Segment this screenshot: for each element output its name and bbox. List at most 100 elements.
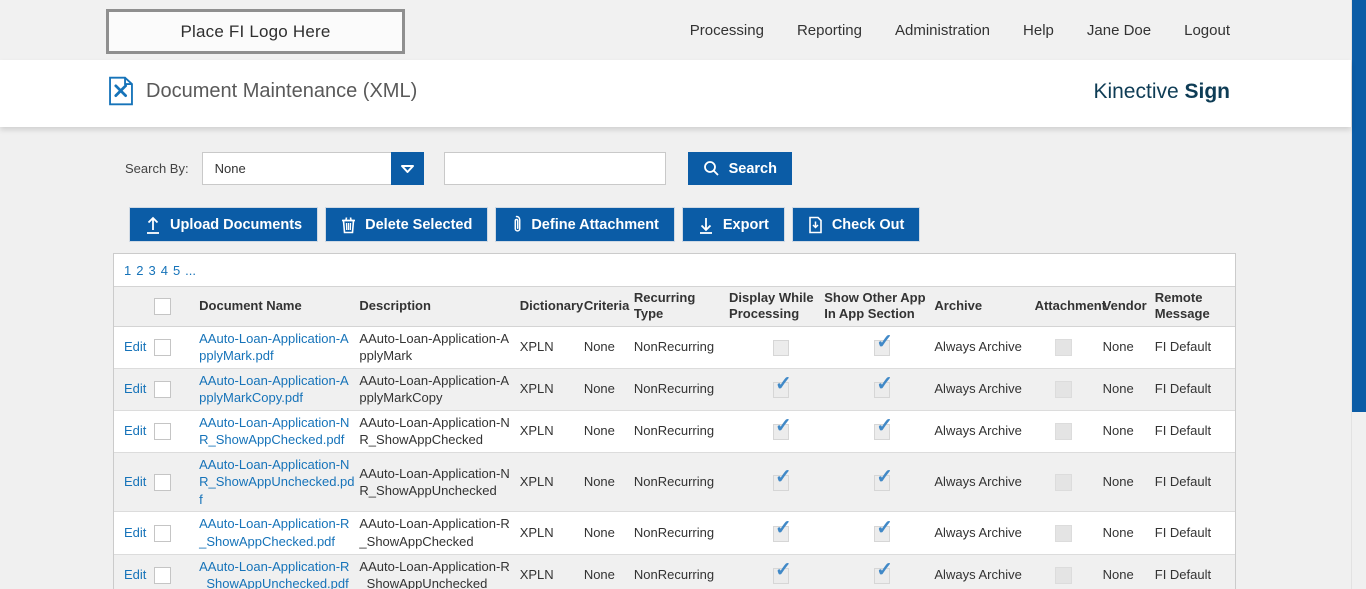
export-button[interactable]: Export bbox=[682, 208, 784, 241]
attachment-cell bbox=[1035, 554, 1103, 589]
trash-icon bbox=[341, 216, 356, 234]
show-other-app-checkbox[interactable]: ✓ bbox=[874, 518, 893, 542]
display-while-processing-checkbox-cell: ✓ bbox=[729, 554, 824, 589]
documents-panel: 1 2 3 4 5... Document Name Description bbox=[113, 253, 1236, 589]
attachment-checkbox[interactable] bbox=[1054, 525, 1072, 542]
search-by-dropdown[interactable]: None bbox=[201, 152, 424, 185]
row-select-checkbox[interactable] bbox=[154, 381, 172, 399]
display-while-processing-checkbox[interactable]: ✓ bbox=[773, 374, 792, 398]
vendor-cell: None bbox=[1102, 381, 1134, 397]
display-while-processing-checkbox[interactable]: ✓ bbox=[773, 518, 792, 542]
row-select-checkbox[interactable] bbox=[154, 567, 172, 585]
display-while-processing-checkbox[interactable]: ✓ bbox=[773, 467, 792, 491]
upload-documents-button[interactable]: Upload Documents bbox=[130, 208, 318, 241]
edit-link[interactable]: Edit bbox=[124, 339, 147, 355]
row-select-cell bbox=[154, 512, 199, 554]
delete-selected-button[interactable]: Delete Selected bbox=[326, 208, 488, 241]
criteria-cell: None bbox=[583, 525, 615, 541]
show-other-app-checkbox[interactable]: ✓ bbox=[874, 332, 893, 356]
page-link-4[interactable]: 4 bbox=[160, 263, 168, 278]
scrollbar-thumb[interactable] bbox=[1352, 0, 1366, 412]
row-select-checkbox[interactable] bbox=[154, 474, 172, 492]
recurring-type-cell: NonRecurring bbox=[633, 423, 715, 439]
attachment-cell bbox=[1035, 326, 1103, 368]
archive-cell: Always Archive bbox=[934, 525, 1022, 541]
search-button[interactable]: Search bbox=[687, 152, 792, 185]
chevron-down-icon[interactable] bbox=[390, 152, 424, 185]
edit-link[interactable]: Edit bbox=[124, 474, 147, 490]
nav-help[interactable]: Help bbox=[1023, 21, 1054, 39]
dictionary-cell: XPLN bbox=[519, 525, 554, 541]
show-other-app-checkbox[interactable]: ✓ bbox=[874, 467, 893, 491]
check-out-button[interactable]: Check Out bbox=[792, 208, 920, 241]
search-input[interactable] bbox=[443, 152, 666, 185]
page-link-5[interactable]: 5 bbox=[172, 263, 181, 278]
attachment-cell bbox=[1035, 410, 1103, 452]
row-select-cell bbox=[154, 452, 199, 512]
show-other-app-checkbox[interactable]: ✓ bbox=[874, 416, 893, 441]
document-name-cell: AAuto-Loan-Application-R_ShowAppUnchecke… bbox=[199, 554, 359, 589]
description-cell: AAuto-Loan-Application-R_ShowAppUnchecke… bbox=[359, 558, 510, 589]
display-while-processing-checkbox-cell: ✓ bbox=[729, 512, 824, 554]
check-icon: ✓ bbox=[876, 372, 893, 395]
edit-link[interactable]: Edit bbox=[124, 423, 147, 439]
document-name-link[interactable]: AAuto-Loan-Application-ApplyMark.pdf bbox=[199, 330, 349, 364]
header-display-while-processing: Display While Processing bbox=[729, 290, 814, 322]
toolbar: Upload Documents Delete Selected Define … bbox=[130, 208, 1351, 241]
check-icon: ✓ bbox=[876, 330, 893, 353]
archive-cell: Always Archive bbox=[934, 339, 1022, 355]
attachment-checkbox[interactable] bbox=[1054, 567, 1072, 585]
page-link-1[interactable]: 1 bbox=[124, 263, 132, 278]
row-select-checkbox[interactable] bbox=[154, 423, 172, 441]
nav-logout[interactable]: Logout bbox=[1184, 21, 1230, 39]
check-icon: ✓ bbox=[775, 465, 792, 488]
row-select-checkbox[interactable] bbox=[154, 339, 172, 357]
display-while-processing-checkbox[interactable]: ✓ bbox=[773, 560, 792, 584]
display-while-processing-checkbox[interactable] bbox=[773, 339, 790, 356]
edit-link[interactable]: Edit bbox=[124, 525, 147, 541]
nav-processing[interactable]: Processing bbox=[689, 21, 764, 39]
document-name-link[interactable]: AAuto-Loan-Application-NR_ShowAppChecked… bbox=[199, 414, 350, 448]
show-other-app-checkbox-cell: ✓ bbox=[824, 326, 934, 368]
header-criteria: Criteria bbox=[583, 298, 630, 314]
nav-user[interactable]: Jane Doe bbox=[1086, 21, 1152, 39]
attachment-cell bbox=[1035, 368, 1103, 410]
select-all-checkbox[interactable] bbox=[154, 297, 172, 315]
row-select-cell bbox=[154, 368, 199, 410]
document-name-link[interactable]: AAuto-Loan-Application-R_ShowAppUnchecke… bbox=[199, 558, 350, 589]
page-link-more[interactable]: ... bbox=[185, 263, 197, 278]
vertical-scrollbar[interactable] bbox=[1351, 0, 1366, 589]
show-other-app-checkbox[interactable]: ✓ bbox=[874, 374, 893, 398]
attachment-checkbox[interactable] bbox=[1054, 474, 1072, 492]
page-header: Document Maintenance (XML) Kinective Sig… bbox=[0, 60, 1351, 127]
edit-link[interactable]: Edit bbox=[124, 567, 147, 583]
archive-cell: Always Archive bbox=[934, 423, 1022, 439]
display-while-processing-checkbox[interactable]: ✓ bbox=[773, 416, 792, 441]
dictionary-cell: XPLN bbox=[519, 423, 554, 439]
page-link-2[interactable]: 2 bbox=[136, 263, 144, 278]
arrow-up-icon bbox=[145, 216, 161, 234]
define-attachment-button[interactable]: Define Attachment bbox=[496, 208, 674, 241]
select-all-header bbox=[154, 287, 199, 327]
document-name-cell: AAuto-Loan-Application-ApplyMarkCopy.pdf bbox=[199, 368, 359, 410]
document-name-link[interactable]: AAuto-Loan-Application-NR_ShowAppUncheck… bbox=[199, 456, 355, 507]
attachment-checkbox[interactable] bbox=[1054, 339, 1072, 357]
edit-link[interactable]: Edit bbox=[124, 381, 147, 397]
recurring-type-cell: NonRecurring bbox=[633, 474, 715, 490]
nav-administration[interactable]: Administration bbox=[894, 21, 991, 39]
attachment-checkbox[interactable] bbox=[1054, 423, 1072, 441]
nav-reporting[interactable]: Reporting bbox=[796, 21, 862, 39]
page-link-3[interactable]: 3 bbox=[148, 263, 156, 278]
edit-cell: Edit bbox=[114, 410, 154, 452]
criteria-cell: None bbox=[583, 423, 615, 439]
remote-message-cell: FI Default bbox=[1154, 567, 1212, 583]
brand-bold: Sign bbox=[1184, 80, 1231, 103]
attachment-checkbox[interactable] bbox=[1054, 381, 1072, 399]
show-other-app-checkbox[interactable]: ✓ bbox=[874, 560, 893, 584]
row-select-checkbox[interactable] bbox=[154, 525, 172, 542]
table-body: Edit AAuto-Loan-Application-ApplyMark.pdf… bbox=[114, 326, 1235, 589]
document-name-link[interactable]: AAuto-Loan-Application-R_ShowAppChecked.… bbox=[199, 516, 350, 549]
document-name-link[interactable]: AAuto-Loan-Application-ApplyMarkCopy.pdf bbox=[199, 372, 349, 406]
vendor-cell: None bbox=[1102, 525, 1134, 541]
